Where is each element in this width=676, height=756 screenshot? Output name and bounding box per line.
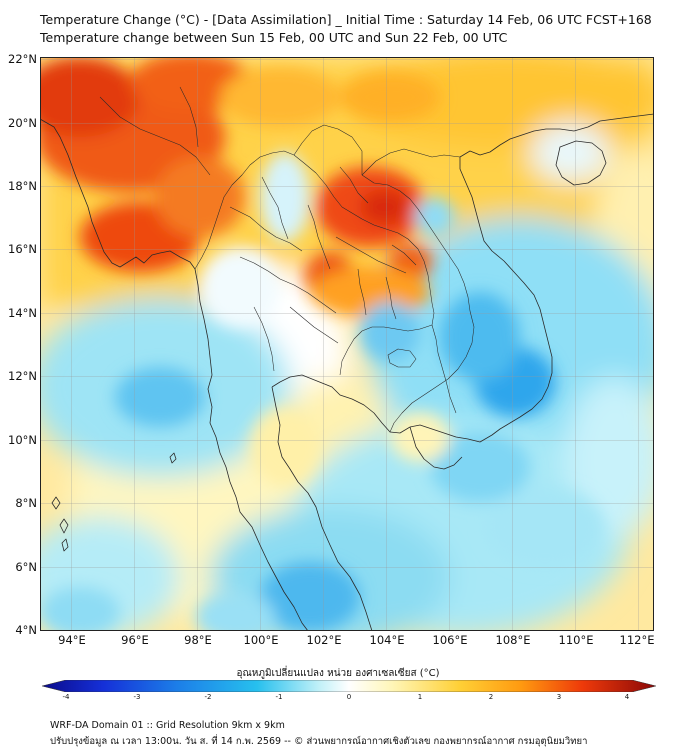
province-borders	[99, 86, 475, 433]
lon-label-106e: 106°E	[432, 633, 468, 647]
lat-label-16n: 16°N	[8, 242, 37, 256]
colorbar-tick: 4	[624, 693, 630, 701]
lat-label-10n: 10°N	[8, 433, 37, 447]
lat-label-14n: 14°N	[8, 306, 37, 320]
colorbar-tick: -4	[62, 693, 70, 701]
title-line-2: Temperature change between Sun 15 Feb, 0…	[40, 30, 508, 45]
gridlines	[40, 57, 654, 631]
colorbar-tick: 1	[417, 693, 423, 701]
lat-label-22n: 22°N	[8, 52, 37, 66]
colorbar-tick: -3	[133, 693, 141, 701]
temperature-change-map[interactable]	[40, 57, 654, 631]
lon-label-110e: 110°E	[558, 633, 594, 647]
title-line-1: Temperature Change (°C) - [Data Assimila…	[40, 12, 652, 27]
lat-label-6n: 6°N	[15, 560, 37, 574]
lon-label-102e: 102°E	[306, 633, 342, 647]
footer-domain-info: WRF-DA Domain 01 :: Grid Resolution 9km …	[50, 720, 285, 731]
lon-label-94e: 94°E	[58, 633, 86, 647]
colorbar-label: อุณหภูมิเปลี่ยนแปลง หน่วย องศาเซลเซียส (…	[236, 668, 440, 679]
colorbar-tick: 0	[346, 693, 352, 701]
lat-label-12n: 12°N	[8, 369, 37, 383]
lon-label-98e: 98°E	[184, 633, 212, 647]
map-frame	[40, 57, 654, 631]
colorbar-tick: -2	[204, 693, 212, 701]
colorbar-tick: 3	[556, 693, 562, 701]
colorbar-tick: -1	[275, 693, 283, 701]
lat-label-18n: 18°N	[8, 179, 37, 193]
footer-update-info: ปรับปรุงข้อมูล ณ เวลา 13:00น. วัน ส. ที่…	[50, 736, 588, 747]
lon-label-112e: 112°E	[619, 633, 655, 647]
field-layer-detail	[40, 57, 605, 631]
lat-label-8n: 8°N	[15, 496, 37, 510]
lat-label-20n: 20°N	[8, 116, 37, 130]
lat-label-4n: 4°N	[15, 623, 37, 637]
map-canvas	[40, 57, 654, 631]
colorbar	[42, 680, 656, 692]
lon-label-96e: 96°E	[121, 633, 149, 647]
lon-label-108e: 108°E	[495, 633, 531, 647]
lon-label-100e: 100°E	[243, 633, 279, 647]
coastlines	[40, 113, 654, 631]
lon-label-104e: 104°E	[369, 633, 405, 647]
colorbar-tick: 2	[488, 693, 494, 701]
